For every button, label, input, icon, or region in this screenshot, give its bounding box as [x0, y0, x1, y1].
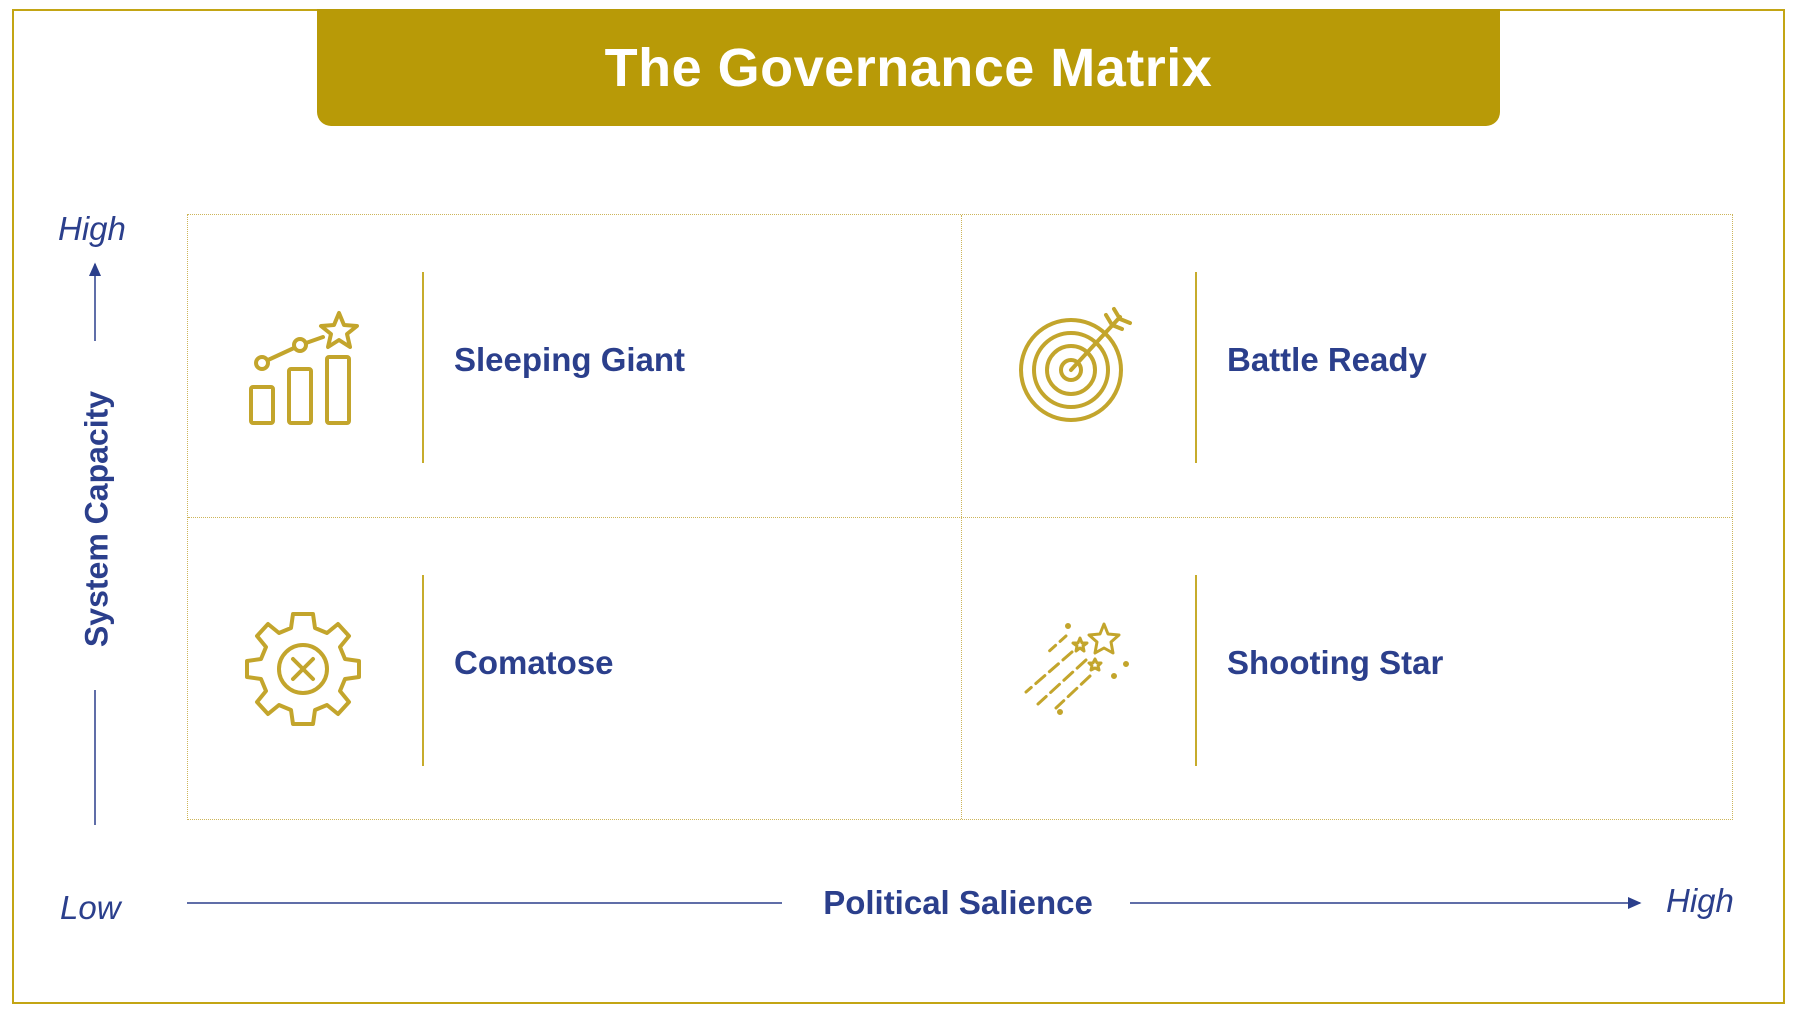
quadrant-separator	[422, 272, 424, 463]
target-arrow-icon	[1016, 305, 1136, 425]
title-banner: The Governance Matrix	[317, 9, 1500, 126]
shooting-star-icon	[1016, 608, 1136, 728]
growth-chart-icon	[243, 305, 363, 425]
quadrant-shooting-star: Shooting Star	[961, 518, 1731, 820]
quadrant-sleeping-giant: Sleeping Giant	[188, 215, 958, 517]
quadrant-label: Shooting Star	[1227, 644, 1444, 681]
quadrant-battle-ready: Battle Ready	[961, 215, 1731, 517]
quadrant-label: Battle Ready	[1227, 341, 1427, 378]
page-title: The Governance Matrix	[604, 37, 1213, 98]
gear-cross-icon	[243, 608, 363, 728]
quadrant-separator	[1195, 272, 1197, 463]
x-axis-low-label: Low	[60, 889, 121, 926]
quadrant-label: Comatose	[454, 644, 614, 681]
quadrant-label: Sleeping Giant	[454, 341, 686, 378]
matrix-grid: Sleeping Giant Battle Ready	[187, 214, 1733, 820]
quadrant-separator	[1195, 575, 1197, 766]
quadrant-separator	[422, 575, 424, 766]
x-axis-high-label: High	[1666, 882, 1734, 919]
y-axis-title: System Capacity	[78, 390, 115, 648]
quadrant-comatose: Comatose	[188, 518, 958, 820]
x-axis-title: Political Salience	[823, 884, 1093, 921]
grid-horizontal-divider	[188, 517, 1732, 518]
y-axis-high-label: High	[58, 210, 126, 247]
